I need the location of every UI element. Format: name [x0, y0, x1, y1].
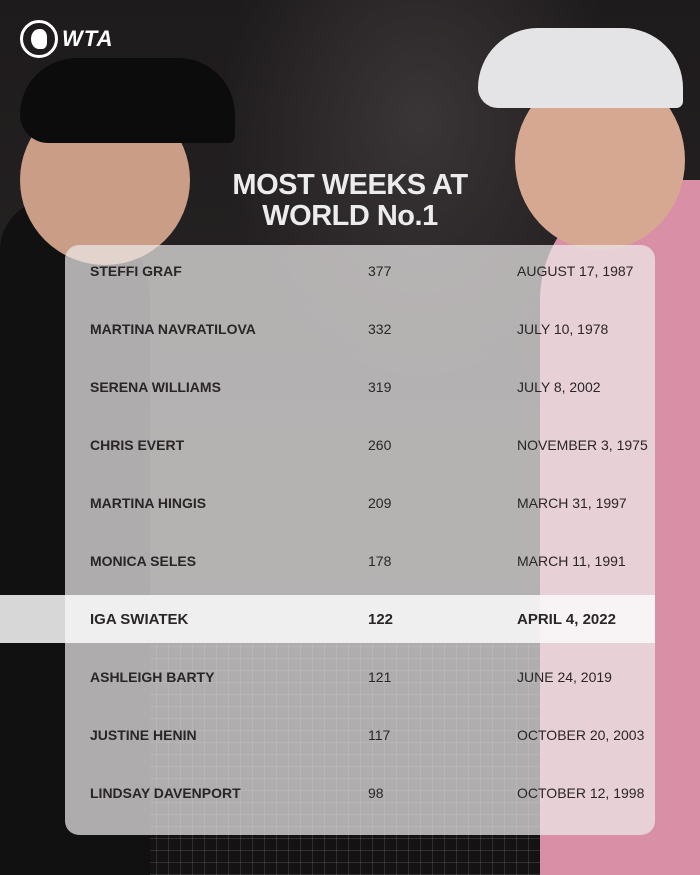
rankings-table: STEFFI GRAF 377 AUGUST 17, 1987 MARTINA NAV… [0, 245, 655, 835]
table-row: LINDSAY DAVENPORT 98 OCTOBER 12, 1998 [65, 769, 655, 817]
first-date: MARCH 11, 1991 [517, 553, 626, 569]
weeks-count: 260 [368, 437, 392, 453]
table-row: MONICA SELES 178 MARCH 11, 1991 [65, 537, 655, 585]
player-right-cap [478, 28, 683, 108]
first-date: JULY 8, 2002 [517, 379, 601, 395]
title-line-1: MOST WEEKS AT [232, 169, 468, 201]
player-name: MARTINA NAVRATILOVA [90, 321, 256, 337]
weeks-count: 178 [368, 553, 392, 569]
player-name: IGA SWIATEK [90, 610, 189, 628]
weeks-count: 332 [368, 321, 392, 337]
player-name: STEFFI GRAF [90, 263, 182, 279]
table-row: MARTINA HINGIS 209 MARCH 31, 1997 [65, 479, 655, 527]
player-name: JUSTINE HENIN [90, 727, 197, 743]
title-line-2: WORLD No.1 [262, 200, 438, 232]
table-row: STEFFI GRAF 377 AUGUST 17, 1987 [65, 247, 655, 295]
player-name: CHRIS EVERT [90, 437, 185, 453]
weeks-count: 98 [368, 785, 384, 801]
table-row: SERENA WILLIAMS 319 JULY 8, 2002 [65, 363, 655, 411]
weeks-count: 122 [368, 610, 394, 628]
first-date: APRIL 4, 2022 [517, 610, 616, 628]
table-row: ASHLEIGH BARTY 121 JUNE 24, 2019 [65, 653, 655, 701]
first-date: AUGUST 17, 1987 [517, 263, 634, 279]
table-row: MARTINA NAVRATILOVA 332 JULY 10, 1978 [65, 305, 655, 353]
weeks-count: 121 [368, 669, 392, 685]
first-date: OCTOBER 12, 1998 [517, 785, 645, 801]
player-name: LINDSAY DAVENPORT [90, 785, 241, 801]
weeks-count: 209 [368, 495, 392, 511]
table-row: JUSTINE HENIN 117 OCTOBER 20, 2003 [65, 711, 655, 759]
first-date: MARCH 31, 1997 [517, 495, 627, 511]
logo-text: WTA [62, 26, 114, 51]
wta-player-icon [20, 20, 58, 58]
weeks-count: 117 [368, 727, 391, 743]
wta-logo: WTA [20, 20, 113, 58]
first-date: OCTOBER 20, 2003 [517, 727, 645, 743]
first-date: JUNE 24, 2019 [517, 669, 612, 685]
weeks-count: 377 [368, 263, 392, 279]
player-name: ASHLEIGH BARTY [90, 669, 215, 685]
first-date: JULY 10, 1978 [517, 321, 609, 337]
page-title: MOST WEEKS AT WORLD No.1 [0, 170, 700, 232]
player-name: MONICA SELES [90, 553, 197, 569]
weeks-count: 319 [368, 379, 392, 395]
player-left-cap [20, 58, 235, 143]
player-name: SERENA WILLIAMS [90, 379, 221, 395]
table-row: IGA SWIATEK 122 APRIL 4, 2022 [0, 595, 655, 643]
first-date: NOVEMBER 3, 1975 [517, 437, 648, 453]
table-row: CHRIS EVERT 260 NOVEMBER 3, 1975 [65, 421, 655, 469]
player-name: MARTINA HINGIS [90, 495, 207, 511]
